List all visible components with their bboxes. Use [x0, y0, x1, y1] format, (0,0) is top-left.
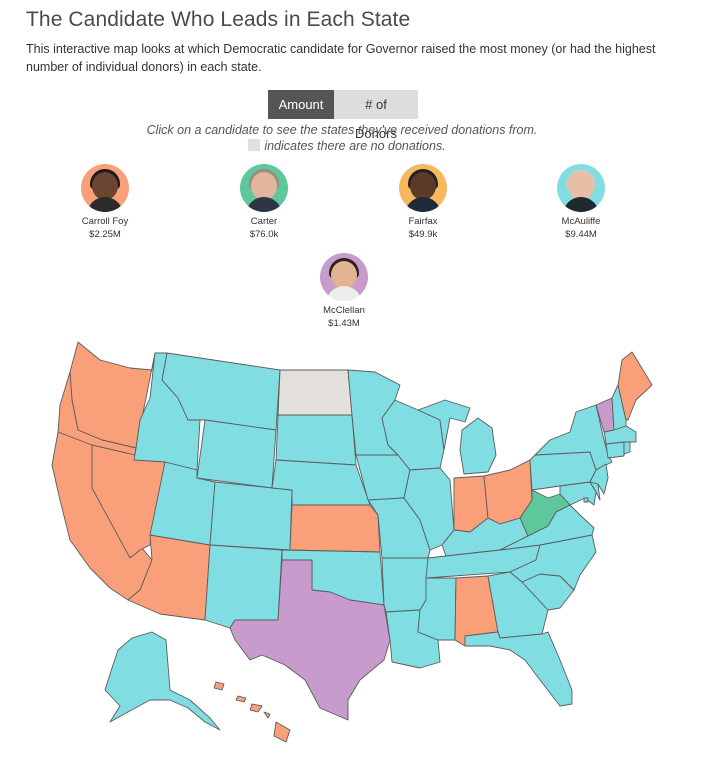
metric-toggle: Amount # of Donors [268, 90, 418, 141]
candidate-carroll-foy[interactable]: Carroll Foy $2.25M [55, 164, 155, 240]
candidate-mcauliffe[interactable]: McAuliffe $9.44M [531, 164, 631, 240]
no-donations-note: indicates there are no donations. [0, 139, 699, 153]
candidate-mcclellan[interactable]: McClellan $1.43M [294, 253, 394, 329]
no-donations-label: indicates there are no donations. [264, 139, 446, 153]
page-subtitle: This interactive map looks at which Demo… [26, 42, 656, 74]
candidate-amount: $9.44M [565, 229, 597, 240]
avatar-carroll-foy [81, 164, 129, 212]
candidate-amount: $76.0k [249, 229, 279, 240]
avatar-carter [240, 164, 288, 212]
page-title: The Candidate Who Leads in Each State [26, 8, 411, 31]
state-nm[interactable] [204, 544, 283, 629]
candidate-amount: $1.43M [328, 318, 360, 329]
avatar-mcauliffe [557, 164, 605, 212]
candidate-name: McClellan [323, 305, 365, 316]
state-dc[interactable] [583, 497, 589, 503]
candidate-name: McAuliffe [561, 216, 601, 227]
candidate-name: Fairfax [408, 216, 438, 227]
state-hi[interactable] [213, 681, 291, 743]
instructions-line1: Click on a candidate to see the states t… [146, 123, 538, 137]
avatar-mcclellan [320, 253, 368, 301]
candidate-amount: $2.25M [89, 229, 121, 240]
state-ak[interactable] [104, 631, 221, 731]
candidate-name: Carroll Foy [81, 216, 129, 227]
state-co[interactable] [209, 481, 293, 551]
state-sd[interactable] [275, 414, 357, 466]
state-nh[interactable] [611, 384, 627, 431]
candidate-name: Carter [250, 216, 278, 227]
state-nj[interactable] [589, 463, 609, 495]
state-nc[interactable] [509, 534, 597, 591]
amount-toggle-button[interactable]: Amount [268, 90, 334, 119]
state-ny[interactable] [534, 404, 613, 471]
donors-toggle-button[interactable]: # of Donors [334, 90, 418, 141]
avatar-fairfax [399, 164, 447, 212]
state-nd[interactable] [277, 369, 353, 416]
state-ks[interactable] [289, 504, 381, 553]
candidate-amount: $49.9k [408, 229, 438, 240]
state-fl[interactable] [464, 631, 573, 707]
state-ri[interactable] [623, 441, 631, 455]
state-ar[interactable] [381, 557, 429, 613]
candidate-fairfax[interactable]: Fairfax $49.9k [373, 164, 473, 240]
state-mi[interactable] [417, 399, 497, 475]
state-ct[interactable] [605, 441, 625, 459]
no-donations-swatch [248, 139, 261, 151]
state-tx[interactable] [229, 559, 391, 721]
candidate-carter[interactable]: Carter $76.0k [214, 164, 314, 240]
state-wy[interactable] [196, 419, 277, 489]
state-me[interactable] [617, 351, 653, 421]
